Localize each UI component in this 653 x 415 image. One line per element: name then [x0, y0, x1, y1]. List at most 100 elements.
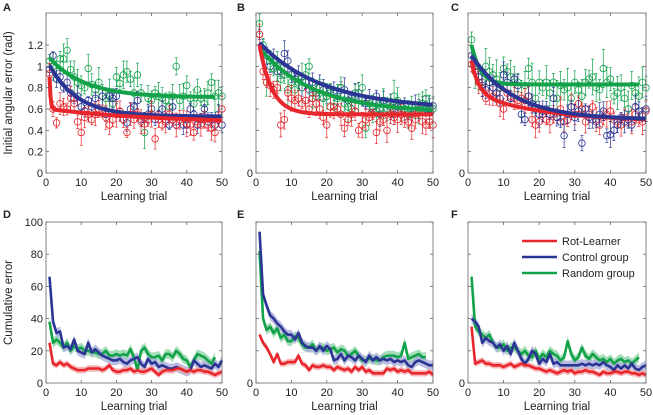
x-tick-label: 0	[465, 177, 471, 189]
x-tick-label: 0	[43, 387, 49, 399]
x-tick-label: 20	[110, 177, 122, 189]
error-band	[259, 331, 433, 379]
x-tick-label: 0	[43, 177, 49, 189]
data-point	[190, 128, 198, 137]
y-tick-label: 0	[459, 168, 465, 180]
data-point	[628, 121, 636, 129]
x-axis-label: Learning trial	[524, 191, 590, 203]
fit-curve-random	[258, 46, 435, 112]
data-point	[411, 115, 419, 124]
panel-label: D	[3, 209, 11, 221]
panel-c: C 0 10 20 30 40 50 0 Learning trial	[451, 2, 652, 203]
series-rot	[467, 56, 650, 139]
data-point	[578, 139, 586, 147]
data-point	[77, 128, 85, 137]
x-tick-label: 40	[604, 177, 616, 189]
panel-b: B 0 10 20 30 40 50 0 Learning trial	[237, 2, 439, 203]
panel-e: E 0 10 20 30 40 50 0 Learning trial	[237, 209, 439, 413]
axes-box	[45, 12, 223, 174]
data-point	[183, 81, 191, 90]
x-axis-label: Learning trial	[524, 401, 590, 413]
panel-label: C	[451, 2, 459, 14]
y-tick-label: 40	[31, 314, 43, 326]
x-axis-label: Learning trial	[101, 191, 167, 203]
x-tick-label: 10	[75, 387, 87, 399]
x-tick-label: 40	[391, 387, 403, 399]
y-tick-label: 1.2	[28, 40, 43, 52]
x-tick-label: 10	[497, 177, 509, 189]
y-tick-label: 0	[247, 378, 253, 390]
x-tick-label: 50	[640, 387, 652, 399]
x-tick-label: 0	[465, 387, 471, 399]
error-band	[471, 323, 646, 379]
panel-a: A 0 10 20 30 40 50 0 0.2 0.4 0.6 0.8 1 1.2 Learning tr…	[3, 2, 228, 203]
series-random	[259, 246, 426, 366]
x-tick-label: 50	[640, 177, 652, 189]
data-point	[123, 128, 131, 137]
x-tick-label: 0	[253, 387, 259, 399]
series-rot	[255, 23, 437, 144]
data-point	[91, 94, 99, 103]
data-point	[63, 46, 71, 55]
data-point	[52, 119, 61, 127]
axes-box	[467, 12, 647, 174]
x-tick-label: 30	[569, 387, 581, 399]
y-tick-label: 20	[31, 346, 43, 358]
y-tick-label: 0.4	[28, 125, 43, 137]
fit-curve-control	[469, 54, 648, 121]
x-tick-label: 50	[216, 387, 228, 399]
data-point	[596, 86, 604, 94]
line-rot	[470, 326, 647, 377]
line-random	[470, 276, 640, 365]
x-tick-label: 30	[356, 177, 368, 189]
y-axis-label: Cumulative error	[3, 260, 15, 345]
line-rot	[48, 342, 223, 377]
series-rot	[471, 323, 646, 379]
x-tick-label: 20	[533, 177, 545, 189]
fit-curve-rot	[257, 44, 435, 117]
fit-curve-random	[48, 56, 217, 99]
line-control	[470, 317, 647, 372]
x-tick-label: 0	[253, 177, 259, 189]
x-tick-label: 40	[181, 387, 193, 399]
data-point	[521, 115, 529, 124]
data-point	[151, 135, 159, 143]
data-point	[98, 92, 107, 100]
panel-d: D 0 10 20 30 40 50 0 20 40 60 80 100 Learning trial Cu…	[3, 209, 228, 413]
data-point	[273, 62, 281, 71]
data-point	[280, 115, 289, 124]
y-tick-label: 0.2	[28, 147, 43, 159]
y-tick-label: 100	[25, 217, 43, 229]
y-tick-label: 1	[37, 61, 43, 73]
error-band	[259, 246, 426, 366]
series-random	[49, 316, 215, 375]
axes-box	[255, 12, 434, 174]
fit-curve-control	[258, 41, 435, 107]
x-tick-label: 20	[321, 387, 333, 399]
data-point	[273, 83, 281, 92]
fit-curve-random	[469, 44, 640, 87]
data-point	[186, 105, 195, 113]
data-point	[323, 121, 331, 129]
data-point	[613, 121, 622, 129]
x-tick-label: 40	[391, 177, 403, 189]
line-control	[48, 276, 224, 374]
data-point	[549, 94, 558, 103]
y-tick-label: 0	[37, 168, 43, 180]
x-tick-label: 50	[427, 177, 439, 189]
series-random	[255, 13, 437, 139]
panel-f: F 0 10 20 30 40 50 0 Learning trial	[451, 209, 652, 413]
y-tick-label: 80	[31, 249, 43, 261]
data-point	[340, 124, 349, 132]
y-tick-label: 0.8	[28, 83, 43, 95]
x-tick-label: 10	[285, 387, 297, 399]
data-point	[133, 96, 142, 105]
x-tick-label: 50	[427, 387, 439, 399]
legend-label: Random group	[562, 268, 635, 280]
data-point	[606, 75, 615, 83]
legend-label: Rot-Learner	[562, 236, 621, 248]
axes-box	[45, 221, 223, 384]
x-tick-label: 20	[533, 387, 545, 399]
data-point	[305, 62, 313, 71]
panel-label: E	[237, 209, 244, 221]
